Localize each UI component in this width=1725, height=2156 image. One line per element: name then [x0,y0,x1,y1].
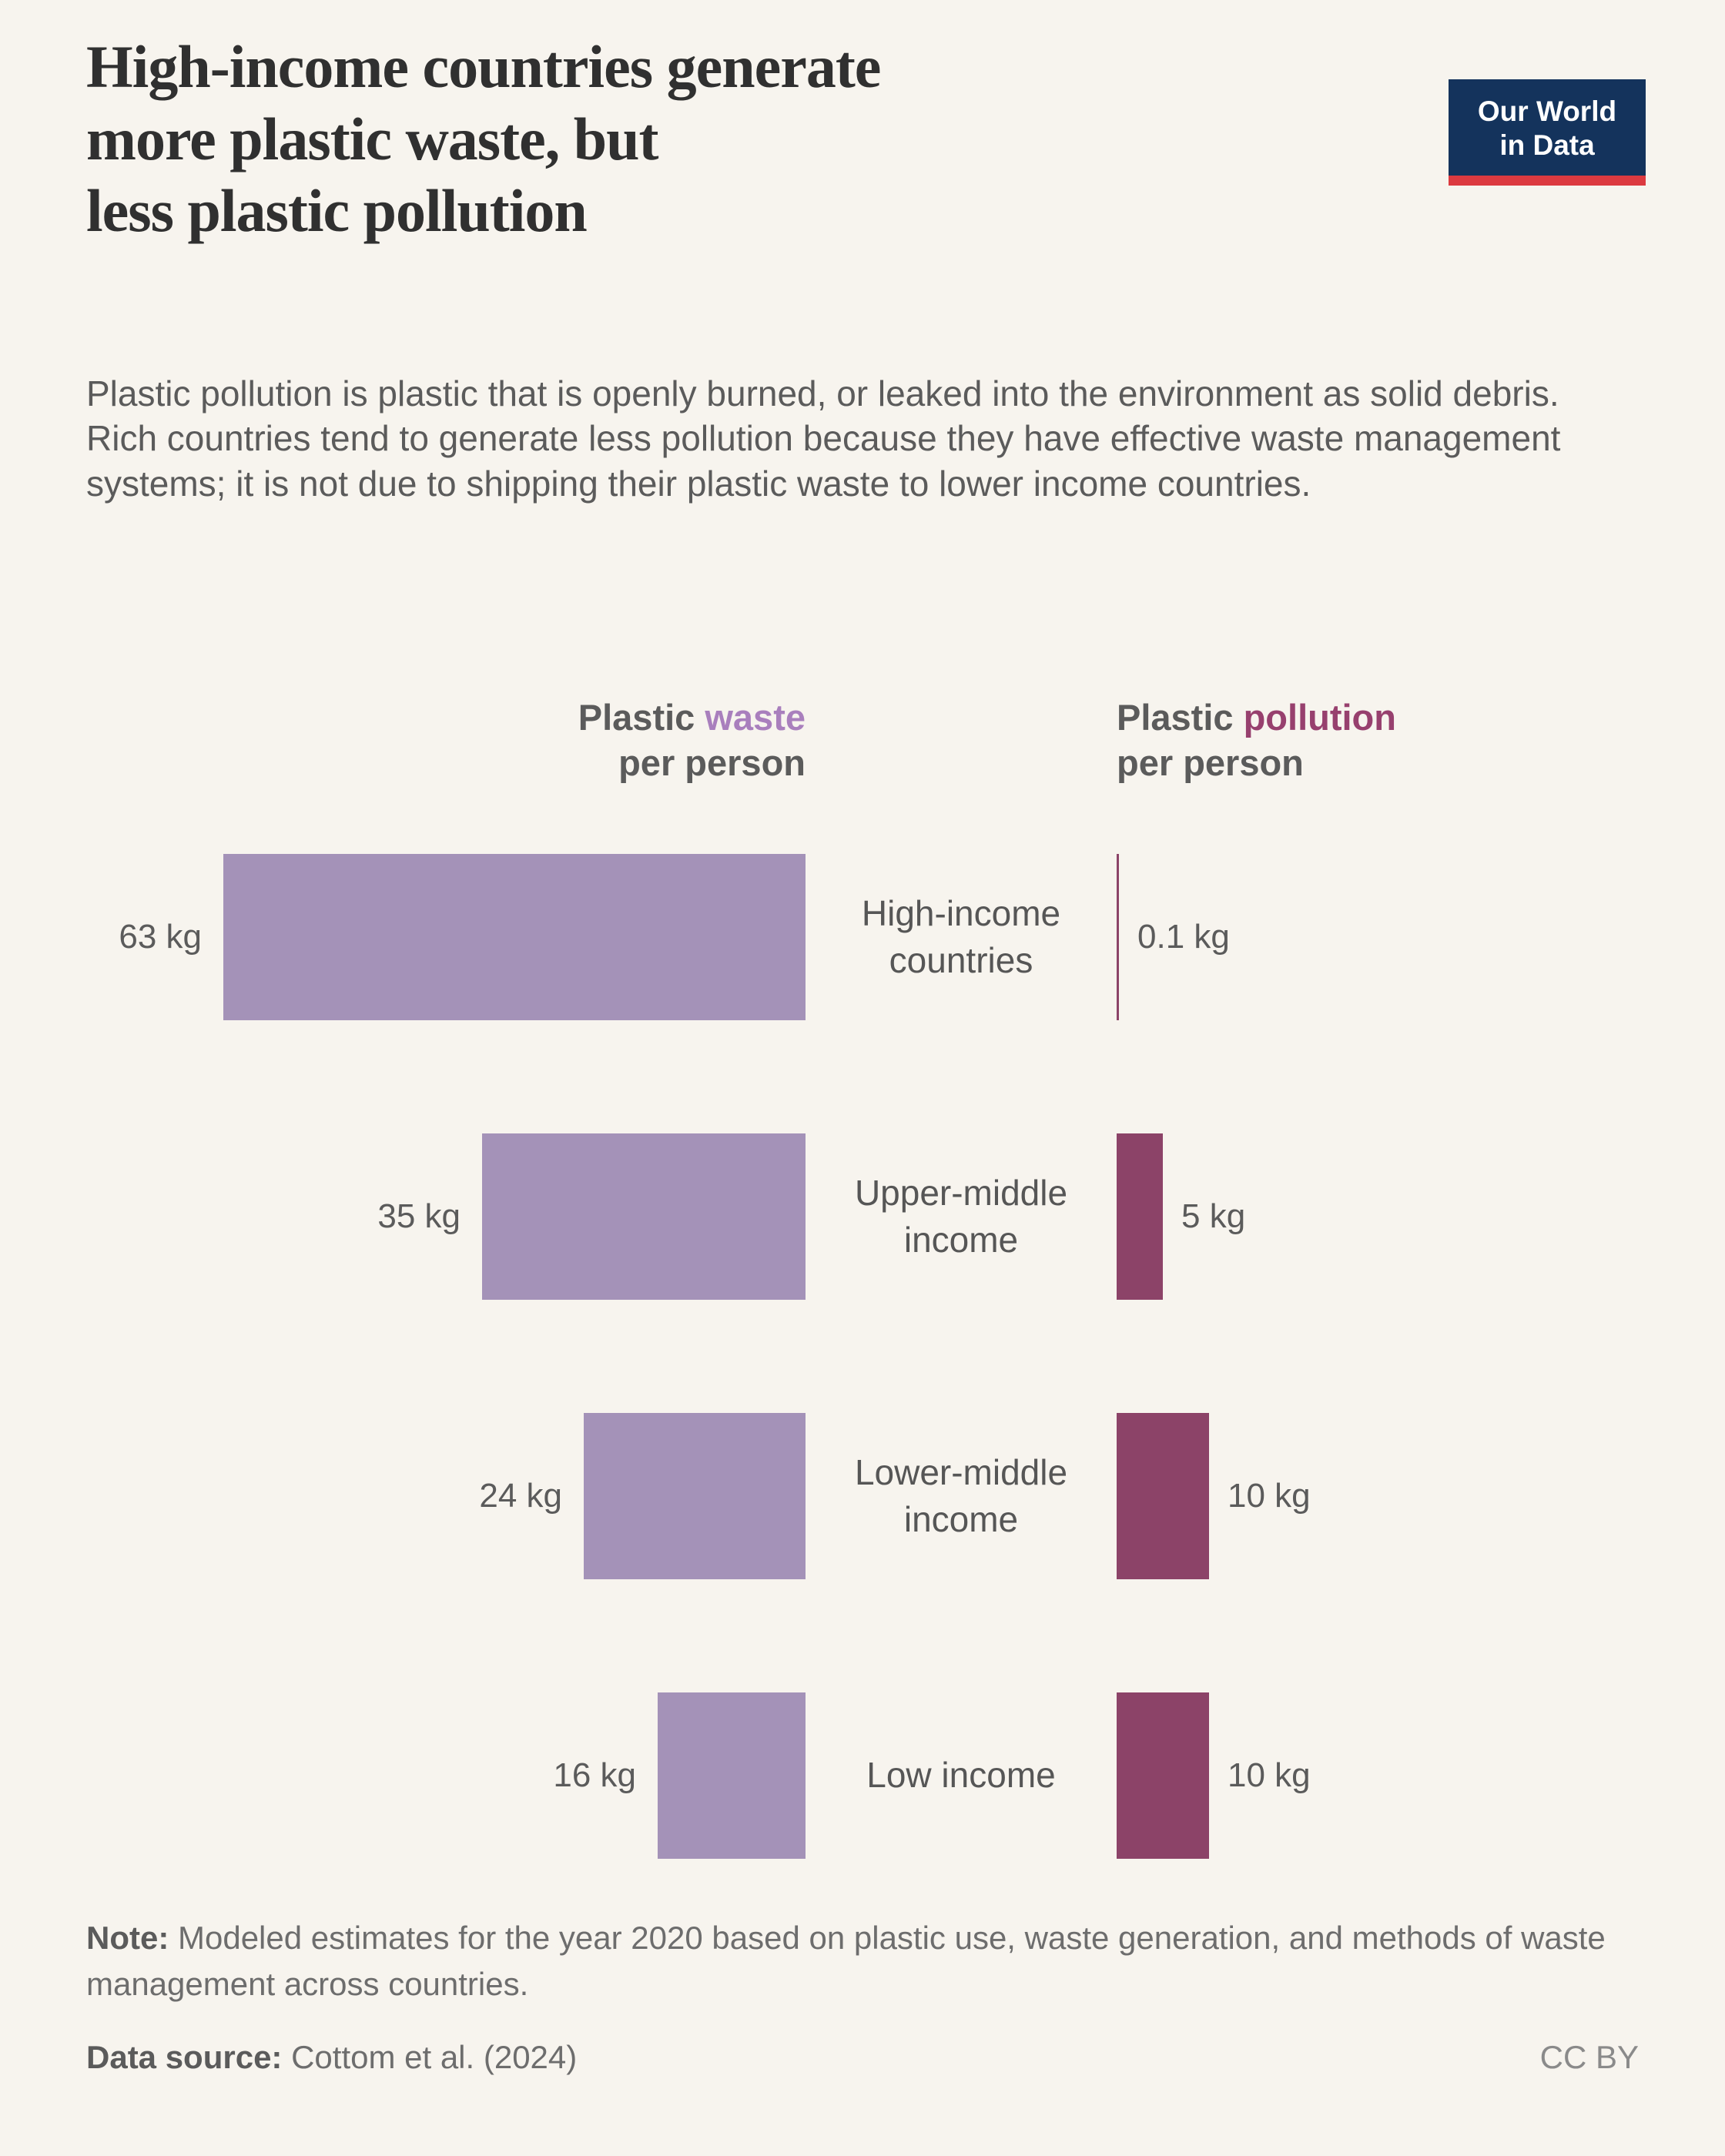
chart-row-high-income: 63 kg High-income countries 0.1 kg [86,854,1639,1020]
pollution-cell: 0.1 kg [1117,854,1639,1020]
waste-column-header: Plastic waste per person [86,695,806,786]
waste-header-highlight: waste [705,697,806,738]
waste-bar [584,1413,806,1579]
waste-value-label: 63 kg [119,918,202,956]
category-label: High-income countries [861,892,1061,980]
data-source-value: Cottom et al. (2024) [282,2039,578,2075]
title-line-3: less plastic pollution [86,177,588,245]
waste-bar [223,854,806,1020]
waste-cell: 24 kg [86,1413,806,1579]
category-label: Lower-middle income [854,1451,1068,1539]
chart-row-upper-middle: 35 kg Upper-middle income 5 kg [86,1133,1639,1300]
column-headers: Plastic waste per person Plastic polluti… [86,695,1639,786]
pollution-bar [1117,1133,1163,1300]
waste-value-label: 16 kg [553,1756,636,1794]
chart-row-lower-middle: 24 kg Lower-middle income 10 kg [86,1413,1639,1579]
chart-row-low-income: 16 kg Low income 10 kg [86,1692,1639,1859]
owid-logo-line-1: Our World [1477,95,1617,127]
category-label: Low income [866,1755,1056,1796]
pollution-bar [1117,1692,1209,1859]
owid-logo: Our World in Data [1449,79,1646,186]
page-title: High-income countries generate more plas… [86,31,881,247]
title-line-2: more plastic waste, but [86,105,659,172]
owid-logo-red-bar [1449,176,1646,186]
pollution-value-label: 10 kg [1228,1756,1311,1794]
license-badge: CC BY [1539,2039,1639,2075]
pollution-header-prefix: Plastic [1117,697,1244,738]
note-label: Note: [86,1920,169,1956]
waste-header-line2: per person [618,742,806,783]
data-source-label: Data source: [86,2039,283,2075]
title-line-1: High-income countries generate [86,33,881,100]
pollution-value-label: 0.1 kg [1137,918,1230,956]
waste-bar [482,1133,806,1300]
pollution-bar [1117,854,1119,1020]
note-text: Modeled estimates for the year 2020 base… [86,1920,1606,2003]
pollution-header-line2: per person [1117,742,1304,783]
waste-cell: 16 kg [86,1692,806,1859]
chart-note: Note: Modeled estimates for the year 202… [86,1915,1642,2007]
waste-cell: 35 kg [86,1133,806,1300]
owid-logo-box: Our World in Data [1449,79,1646,176]
pollution-bar [1117,1413,1209,1579]
chart-subtitle: Plastic pollution is plastic that is ope… [86,373,1561,504]
source-row: Data source: Cottom et al. (2024) CC BY [86,2039,1639,2076]
data-source: Data source: Cottom et al. (2024) [86,2039,577,2076]
owid-logo-line-2: in Data [1499,129,1595,161]
waste-header-prefix: Plastic [578,697,705,738]
waste-value-label: 35 kg [377,1197,461,1235]
pollution-value-label: 5 kg [1181,1197,1246,1235]
waste-cell: 63 kg [86,854,806,1020]
pollution-header-highlight: pollution [1243,697,1396,738]
waste-bar [658,1692,806,1859]
pollution-cell: 10 kg [1117,1413,1639,1579]
waste-value-label: 24 kg [479,1477,562,1515]
pollution-value-label: 10 kg [1228,1477,1311,1515]
chart-rows: 63 kg High-income countries 0.1 kg 35 kg… [86,854,1639,1972]
pollution-cell: 10 kg [1117,1692,1639,1859]
pollution-column-header: Plastic pollution per person [1117,695,1639,786]
category-label: Upper-middle income [854,1172,1068,1260]
pollution-cell: 5 kg [1117,1133,1639,1300]
